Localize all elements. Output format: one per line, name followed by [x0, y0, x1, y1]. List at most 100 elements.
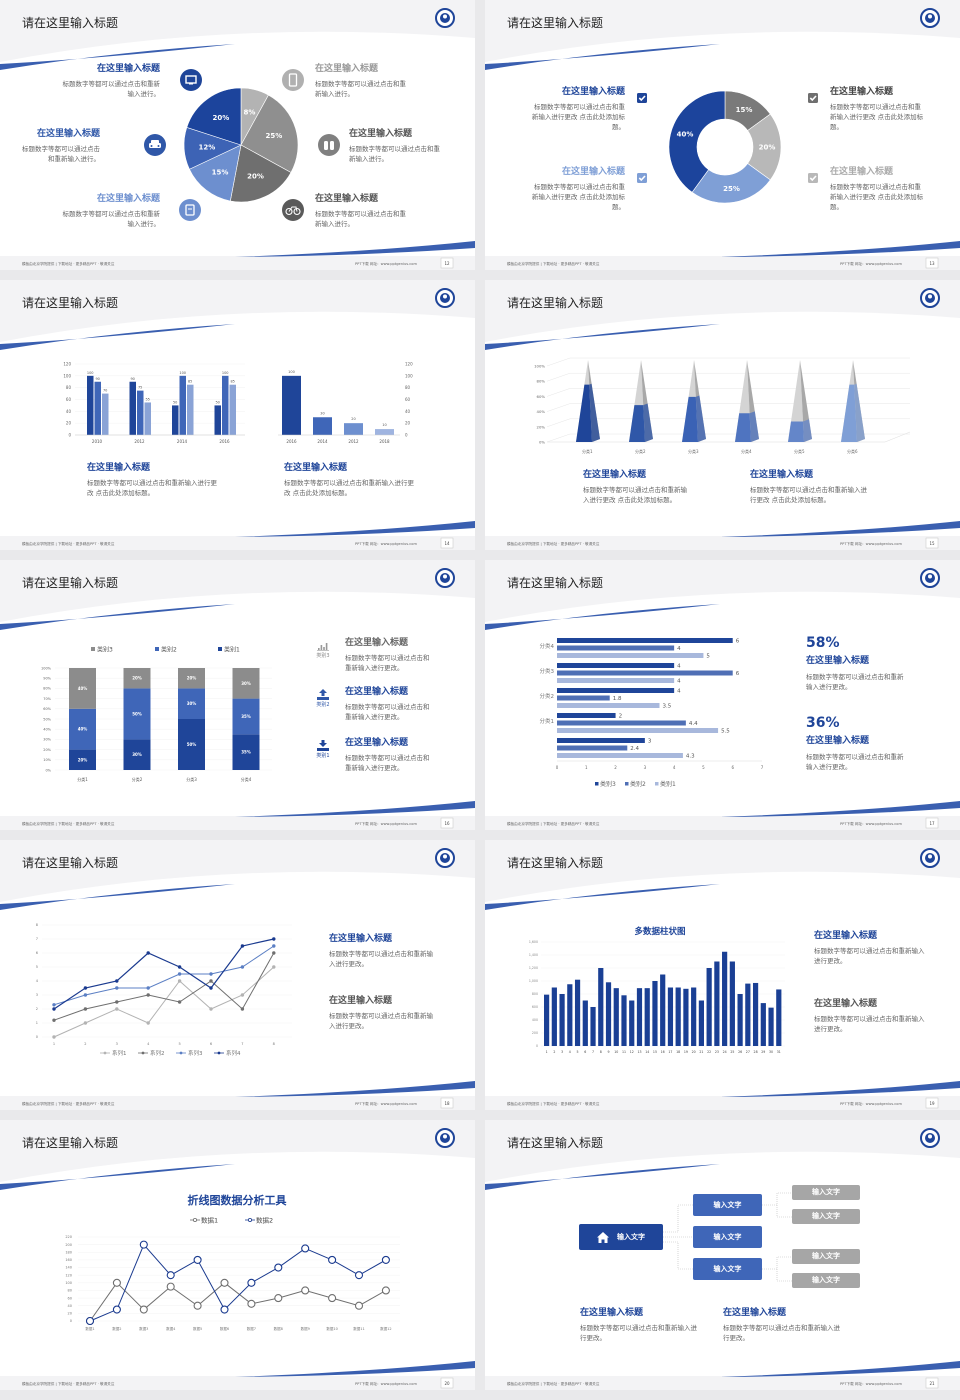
leaf-node[interactable]: 输入文字: [792, 1249, 860, 1264]
bar-glyph: [325, 643, 328, 650]
bar: [729, 961, 735, 1046]
stacked-bar-segment: [232, 734, 260, 770]
pyramid-value-side: [643, 403, 653, 442]
stacked-bar-segment: [69, 708, 96, 750]
x-tick-label: 分类3: [186, 776, 197, 782]
data-point: [272, 951, 276, 955]
branch-node[interactable]: 输入文字: [693, 1226, 762, 1248]
y-tick-label: 60%: [537, 394, 546, 399]
footer-left: 模板由北京学院提供 | 下载地址 · 更多精品PPT · 敬请关注: [22, 1101, 115, 1106]
legend-swatch: [625, 782, 629, 786]
y-tick-label: 50%: [43, 717, 51, 721]
segment-label: 40%: [78, 727, 88, 732]
icon-bg: [282, 199, 304, 221]
leaf-node[interactable]: 输入文字: [792, 1185, 860, 1200]
y-tick-label: 220: [65, 1235, 72, 1239]
connector: [663, 1241, 693, 1270]
bar: [551, 987, 557, 1046]
content-area: [0, 1151, 475, 1376]
branch-node[interactable]: 输入文字: [693, 1258, 762, 1280]
stat-value: 58%: [806, 635, 840, 651]
bar-value-label: 6: [736, 639, 740, 645]
tray: [317, 697, 329, 700]
data-point: [381, 1286, 390, 1295]
bar-value-label: 4.4: [689, 721, 698, 727]
footer-left: 模板由北京学院提供 | 下载地址 · 更多精品PPT · 敬请关注: [22, 1381, 115, 1386]
bar: [582, 1000, 588, 1046]
text-block: 在这里输入标题 标题数字等都可以通过点击和重新输入进行更改。: [329, 995, 439, 1031]
page-number-box: [440, 817, 454, 829]
check: [809, 95, 817, 102]
x-tick-label: 2: [553, 1050, 555, 1054]
slice-label: 20%: [247, 172, 264, 180]
legend-label: 类别2: [630, 780, 646, 788]
bar: [557, 645, 675, 651]
bar-value-label: 3: [648, 739, 652, 745]
text-block: 在这里输入标题 标题数字等都可以通过点击和重新输入进行更改 点击此处添加标题。: [583, 469, 693, 505]
box-label: 输入文字: [812, 1252, 840, 1261]
data-point: [354, 1271, 364, 1280]
text-block: 在这里输入标题 标题数字等都可以通过点击和重新输入进行更改 点击此处添加标题。: [830, 166, 925, 212]
slide-15: 请在这里输入标题 模板由北京学院提供 | 下载地址 · 更多精品PPT · 敬请关…: [485, 280, 960, 550]
y-tick-label: 90%: [43, 677, 51, 681]
x-tick-label: 15: [653, 1050, 657, 1054]
legend-swatch: [595, 782, 599, 786]
data-point: [381, 1255, 390, 1264]
item-body: 标题数字等都可以通过点击和重新输入进行更改。: [806, 672, 904, 691]
x-tick-label: 分类4: [741, 448, 752, 454]
y-tick-label: 80: [68, 1289, 72, 1293]
x-tick-label: 数据10: [326, 1326, 337, 1331]
leaf-node[interactable]: 输入文字: [792, 1273, 860, 1288]
shape: [293, 207, 301, 216]
series-line: [53, 966, 275, 1038]
data-point: [52, 1003, 56, 1007]
footer-right: PPT下载 网址：www.pptgenius.com: [355, 541, 417, 546]
bar: [229, 384, 236, 435]
slide-12: 请在这里输入标题 模板由北京学院提供 | 下载地址 · 更多精品PPT · 敬请关…: [0, 0, 475, 270]
leaf-node[interactable]: 输入文字: [792, 1209, 860, 1224]
box-label: 输入文字: [713, 1200, 742, 1209]
accent-swoosh-bottom: [235, 241, 475, 257]
y-tick-label: 100%: [41, 666, 52, 670]
x-tick-label: 18: [676, 1050, 680, 1054]
data-point: [272, 937, 276, 941]
root-node[interactable]: 输入文字: [579, 1224, 663, 1250]
data-point: [83, 1021, 88, 1025]
data-point: [83, 1007, 88, 1011]
page-number: 17: [929, 821, 935, 826]
bar: [683, 988, 689, 1046]
slide-14: 请在这里输入标题 模板由北京学院提供 | 下载地址 · 更多精品PPT · 敬请关…: [0, 280, 475, 550]
y-tick-label: 4: [36, 979, 39, 983]
logo-mark: [928, 1134, 932, 1139]
item-title: 在这里输入标题: [830, 87, 894, 97]
data-point: [209, 979, 213, 983]
x-tick-label: 24: [723, 1050, 727, 1054]
data-point: [240, 965, 245, 969]
stacked-bar-segment: [232, 668, 260, 699]
footer-right: PPT下载 网址：www.pptgenius.com: [355, 1381, 417, 1386]
slice-label: 8%: [244, 108, 256, 116]
bar: [557, 663, 675, 668]
bar-value-label: 90: [130, 377, 134, 381]
bar-value-label: 100: [179, 371, 186, 375]
pyramid-value-side: [749, 411, 759, 442]
page-number-box: [440, 537, 454, 549]
item-body: 标题数字等都可以通过点击和重新输入进行。: [62, 79, 161, 98]
footer-right: PPT下载 网址：www.pptgenius.com: [355, 261, 417, 266]
box: [808, 93, 818, 103]
connector: [663, 1204, 693, 1233]
slice-label: 25%: [265, 132, 282, 140]
branch-node[interactable]: 输入文字: [693, 1194, 762, 1216]
x-tick-label: 数据2: [112, 1326, 121, 1331]
logo-mark: [443, 574, 447, 579]
gridline: [546, 372, 910, 382]
bar: [760, 1003, 766, 1046]
x-tick-label: 12: [630, 1050, 634, 1054]
item-title: 在这里输入标题: [87, 463, 151, 473]
bar: [557, 688, 675, 693]
stacked-bar-segment: [178, 688, 205, 719]
data-point: [177, 1000, 182, 1004]
